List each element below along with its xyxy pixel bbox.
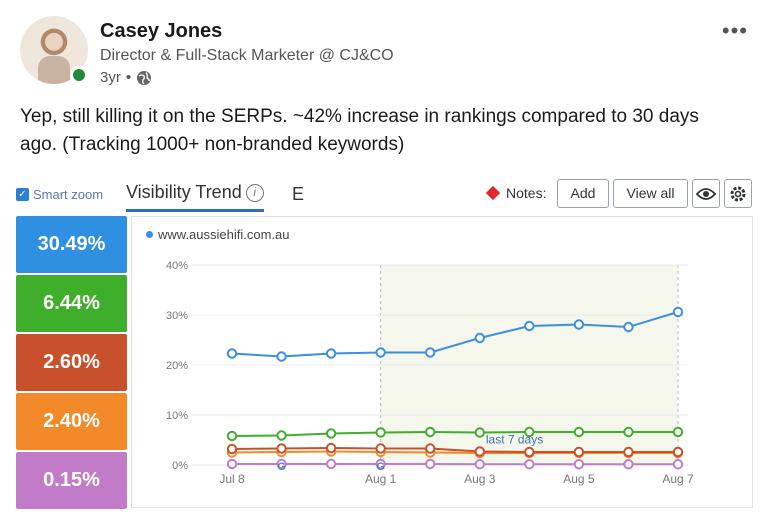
smart-zoom-toggle[interactable]: ✓ Smart zoom: [16, 187, 103, 202]
avatar-figure: [38, 56, 70, 84]
online-status-dot: [70, 66, 88, 84]
stat-list: 30.49% 6.44% 2.60% 2.40% 0.15%: [16, 216, 128, 511]
data-point: [325, 458, 337, 470]
google-marker: G: [376, 461, 385, 473]
post-meta: 3yr •: [100, 69, 152, 86]
eye-button[interactable]: [692, 179, 720, 208]
data-point: [375, 427, 386, 438]
data-point: [375, 458, 386, 470]
data-point: [573, 319, 585, 330]
data-point: [474, 427, 485, 438]
series-line: [231, 446, 678, 453]
data-point: [573, 446, 585, 458]
smart-zoom-label: Smart zoom: [33, 187, 104, 202]
tab-visibility-trend[interactable]: Visibility Trend i: [126, 182, 264, 212]
notes-label: Notes:: [506, 185, 547, 201]
data-point: [474, 446, 485, 457]
data-point: [325, 428, 337, 439]
data-point: [524, 426, 535, 438]
add-note-button[interactable]: Add: [557, 179, 609, 208]
tab-visibility-label: Visibility Trend: [126, 182, 242, 202]
globe-icon: [137, 70, 152, 85]
y-tick-label: 10%: [166, 410, 188, 422]
data-point: [375, 443, 386, 454]
visibility-chart: www.aussiehifi.com.au 0% 10% 20% 30% 40% Jul …: [131, 216, 753, 508]
highlight-label: last 7 days: [486, 433, 543, 447]
x-tick-label: Aug 3: [464, 472, 496, 486]
settings-button[interactable]: [724, 179, 752, 208]
data-point: [573, 459, 585, 470]
x-tick-label: Aug 7: [662, 472, 694, 486]
series-line: [231, 430, 678, 437]
data-point: [276, 458, 287, 470]
x-tick-label: Aug 1: [365, 472, 397, 486]
notes-section: Notes:: [485, 185, 547, 201]
data-point: [672, 306, 684, 318]
data-point: [623, 446, 634, 458]
stat-box[interactable]: 2.60%: [16, 334, 127, 391]
avatar[interactable]: [20, 16, 88, 84]
legend-label: www.aussiehifi.com.au: [158, 227, 290, 242]
data-point: [375, 347, 386, 358]
data-point: [226, 443, 238, 455]
author-title: Director & Full-Stack Marketer @ CJ&CO: [100, 47, 394, 64]
stat-box[interactable]: 6.44%: [16, 275, 127, 332]
data-point: [623, 321, 634, 333]
data-point: [226, 458, 238, 470]
post-time: 3yr: [100, 69, 121, 86]
data-point: [524, 320, 535, 332]
stat-box[interactable]: 0.15%: [16, 452, 127, 509]
stat-box[interactable]: 30.49%: [16, 216, 127, 273]
more-options-button[interactable]: •••: [721, 18, 748, 43]
data-point: [425, 458, 436, 470]
data-point: [226, 430, 238, 442]
eye-icon: [695, 188, 717, 200]
data-point: [425, 347, 436, 358]
y-tick-label: 0%: [172, 460, 188, 472]
stat-box[interactable]: 2.40%: [16, 393, 127, 450]
data-point: [623, 459, 634, 470]
author-name[interactable]: Casey Jones: [100, 20, 223, 42]
x-tick-label: Aug 5: [563, 472, 595, 486]
note-diamond-icon: [485, 185, 501, 201]
data-point: [672, 426, 684, 438]
data-point: [672, 446, 684, 458]
data-point: [276, 430, 287, 441]
legend-dot: [146, 231, 153, 238]
check-icon[interactable]: ✓: [16, 188, 29, 201]
post-header: Casey Jones Director & Full-Stack Market…: [20, 14, 748, 94]
data-point: [425, 443, 436, 454]
view-all-button[interactable]: View all: [613, 179, 688, 208]
data-point: [226, 348, 238, 359]
data-point: [325, 348, 337, 359]
data-point: [623, 426, 634, 438]
data-point: [425, 426, 436, 438]
chart-svg: 0% 10% 20% 30% 40% Jul 8 Aug 1 Aug 3 Aug 5 Aug 7 l…: [166, 260, 694, 486]
data-point: [276, 351, 287, 362]
series-line: [231, 311, 679, 358]
y-tick-label: 30%: [166, 310, 188, 322]
data-point: [524, 459, 535, 470]
x-tick-label: Jul 8: [219, 472, 245, 486]
chart-legend[interactable]: www.aussiehifi.com.au: [146, 227, 290, 242]
google-marker: G: [277, 461, 286, 473]
data-point: [276, 443, 287, 454]
data-point: [524, 446, 535, 458]
y-tick-label: 40%: [166, 260, 188, 272]
data-point: [325, 442, 337, 454]
data-point: [474, 332, 485, 344]
info-icon[interactable]: i: [245, 183, 264, 202]
post-text: Yep, still killing it on the SERPs. ~42%…: [20, 106, 699, 155]
gear-icon: [730, 186, 746, 202]
data-point: [573, 426, 585, 438]
data-point: [672, 459, 684, 470]
data-point: [474, 459, 485, 470]
tab-next[interactable]: E: [292, 184, 305, 204]
semrush-toolbar: ✓ Smart zoom Visibility Trend i E Notes:…: [14, 176, 754, 214]
y-tick-label: 20%: [166, 360, 188, 372]
meta-separator: •: [125, 69, 132, 86]
